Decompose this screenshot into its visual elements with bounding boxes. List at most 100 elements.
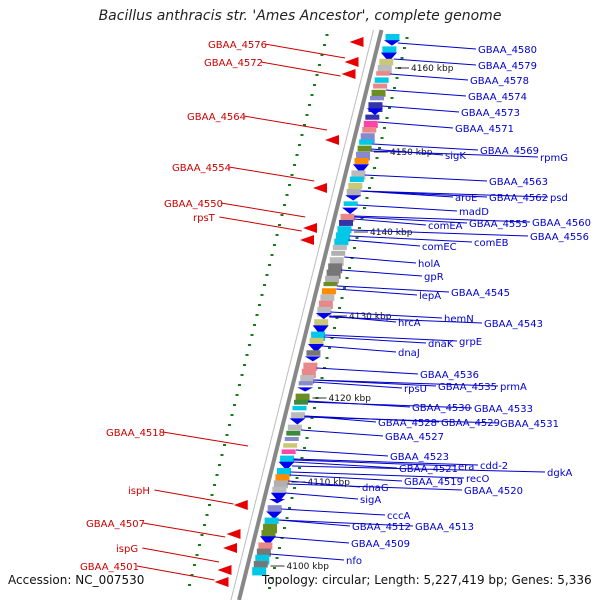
scale-tick [225,434,229,436]
gene-block [371,89,386,97]
right-leader-line [304,416,499,424]
scale-tick [208,504,211,506]
scale-tick [205,514,209,516]
forward-gene-arrow [304,356,321,362]
right-gene-label: cdd-2 [480,461,508,472]
gene-block [320,294,335,301]
right-gene-label: GBAA_4520 [464,486,523,497]
gene-block [272,486,287,493]
right-gene-label: hemN [444,314,474,325]
right-leader-line [274,536,350,544]
gene-block [329,257,344,266]
scale-tick [315,74,319,76]
forward-gene-arrow [269,499,286,504]
reverse-gene-arrow [223,543,237,553]
gene-block [252,567,267,576]
gene-block [360,133,375,144]
forward-gene-arrow [259,536,276,546]
right-leader-line [344,256,417,264]
scale-tick [365,197,369,199]
right-gene-label: GBAA_4579 [478,61,537,72]
right-gene-label: GBAA_4563 [489,177,548,188]
scale-tick [290,497,294,499]
forward-gene-arrow [266,511,283,520]
gene-block [325,275,340,284]
scale-tick [293,164,296,166]
right-leader-line [300,429,384,437]
right-gene-label: aroE [455,193,477,204]
gene-block [374,77,389,83]
right-gene-label: GBAA_4571 [455,124,514,135]
right-gene-label: rpsU [404,384,427,395]
gene-block [335,232,350,242]
left-gene-label: GBAA_4576 [208,40,267,51]
scale-tick [325,34,329,36]
reverse-gene-arrow [313,183,327,193]
gene-block [348,182,363,190]
gene-block [275,474,290,484]
left-leader-line [260,61,341,77]
scale-tick [323,44,326,46]
reverse-gene-arrow [226,529,241,539]
forward-gene-arrow [289,418,306,425]
gene-block [309,337,324,345]
gene-block [283,443,298,448]
gene-block [318,300,333,310]
scale-tick [335,317,339,319]
right-gene-label: GBAA_4533 [474,404,533,415]
scale-tick [223,444,226,446]
scale-tick [243,364,246,366]
right-leader-line [287,483,463,491]
left-leader-line [162,431,249,447]
gene-block [306,350,321,356]
forward-gene-arrow [312,325,329,336]
forward-gene-arrow [383,40,400,46]
scale-tick [240,374,244,376]
scale-tick [370,177,374,179]
gene-block [349,176,364,183]
gene-block [281,449,296,455]
right-leader-line [381,105,460,113]
coordinate-label: 4160 kbp [411,64,454,74]
right-leader-line [393,58,477,66]
backbone-inner-line [230,29,374,600]
right-leader-line [324,334,458,342]
right-gene-label: GBAA_4530 [412,403,471,414]
genome-title: Bacillus anthracis str. 'Ames Ancestor',… [98,8,502,24]
right-gene-label: madD [459,207,489,218]
left-leader-line [228,166,315,182]
gene-block [267,505,282,512]
right-leader-line [385,89,467,97]
gene-block [328,263,343,274]
gene-block [359,139,374,145]
right-gene-label: GBAA_4555 [469,219,528,230]
scale-tick [220,454,224,456]
gene-block [263,523,278,534]
reverse-gene-arrow [214,577,229,587]
scale-tick [288,184,291,186]
right-gene-label: dgkA [547,468,572,479]
gene-block [261,530,276,537]
gene-block [332,244,347,251]
coordinate-label: 4120 kbp [329,394,372,404]
topology-text: Topology: circular; Length: 5,227,419 bp… [262,573,592,587]
scale-tick [308,427,311,429]
right-leader-line [364,174,488,182]
scale-tick [190,574,194,576]
right-gene-label: GBAA_4513 [415,522,474,533]
scale-tick [285,194,289,196]
scale-tick [405,37,409,39]
scale-tick [275,557,279,559]
scale-tick [310,417,314,419]
right-leader-line [377,121,454,129]
right-gene-label: GBAA_4529 [441,418,500,429]
coordinate-label: 4110 kbp [308,478,351,488]
gene-block [255,554,270,565]
right-leader-line [354,215,531,223]
gene-block [365,114,380,120]
gene-block [331,251,346,256]
right-leader-line [329,316,483,324]
gene-block [368,102,383,113]
right-gene-label: era [458,462,474,473]
